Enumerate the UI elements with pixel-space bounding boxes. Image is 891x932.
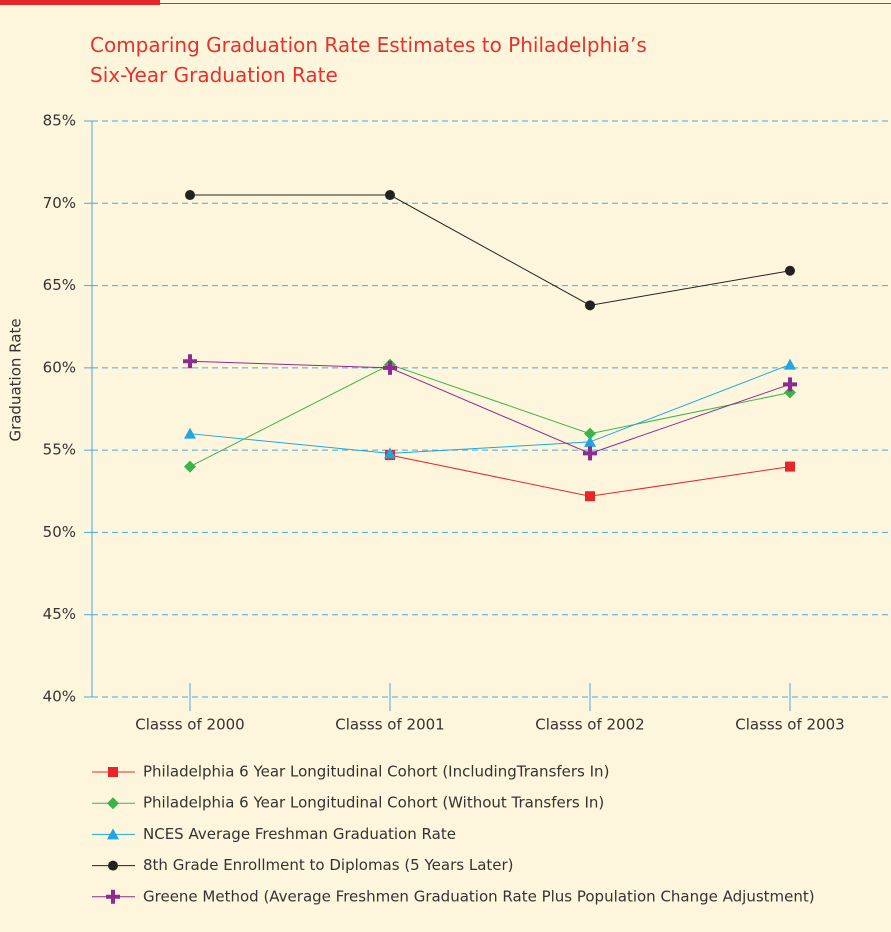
marker xyxy=(585,491,595,502)
y-axis-label: Graduation Rate xyxy=(7,318,25,441)
marker xyxy=(108,767,118,777)
marker xyxy=(184,427,196,439)
marker xyxy=(784,386,796,399)
accent-bar xyxy=(0,0,160,5)
y-tick-label: 40% xyxy=(43,688,76,706)
y-tick-label: 50% xyxy=(43,523,76,541)
series-line xyxy=(189,364,791,468)
x-tick-label: Classs of 2002 xyxy=(535,716,644,734)
y-tick-label: 60% xyxy=(43,358,76,376)
legend-label: Philadelphia 6 Year Longitudinal Cohort … xyxy=(143,763,609,781)
marker xyxy=(785,461,795,472)
marker xyxy=(785,265,795,276)
x-tick-label: Classs of 2001 xyxy=(335,716,444,734)
legend-label: 8th Grade Enrollment to Diplomas (5 Year… xyxy=(143,856,514,874)
y-tick-label: 55% xyxy=(43,441,76,459)
marker xyxy=(107,828,119,840)
marker xyxy=(184,460,196,473)
marker xyxy=(107,797,119,810)
y-tick-label: 65% xyxy=(43,276,76,294)
accent-line xyxy=(160,3,891,4)
marker xyxy=(385,190,395,201)
x-tick-label: Classs of 2000 xyxy=(135,716,244,734)
x-tick-label: Classs of 2003 xyxy=(735,716,844,734)
series-line xyxy=(389,454,791,497)
marker xyxy=(583,446,597,461)
legend-label: Greene Method (Average Freshmen Graduati… xyxy=(143,887,815,905)
y-tick-label: 70% xyxy=(43,194,76,212)
marker xyxy=(185,190,195,201)
marker xyxy=(183,354,197,369)
series-line xyxy=(189,364,791,454)
marker xyxy=(383,360,397,375)
series-line xyxy=(189,360,791,454)
marker xyxy=(784,358,796,370)
marker xyxy=(384,447,396,459)
marker xyxy=(584,435,596,447)
y-tick-label: 85% xyxy=(43,112,76,130)
marker xyxy=(783,377,797,392)
chart-title: Comparing Graduation Rate Estimates to P… xyxy=(90,33,647,87)
legend-label: NCES Average Freshman Graduation Rate xyxy=(143,825,456,843)
series-line xyxy=(190,194,791,306)
marker xyxy=(106,889,120,904)
marker xyxy=(108,860,118,871)
y-tick-label: 45% xyxy=(43,605,76,623)
marker xyxy=(584,427,596,440)
legend-label: Philadelphia 6 Year Longitudinal Cohort … xyxy=(143,794,604,812)
marker xyxy=(585,300,595,311)
